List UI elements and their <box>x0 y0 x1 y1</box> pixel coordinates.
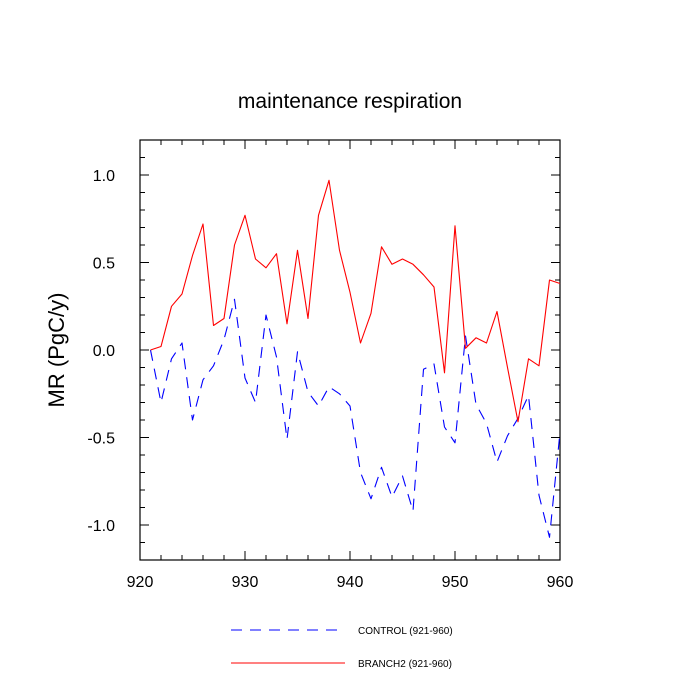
y-tick-label: 1.0 <box>93 168 115 185</box>
y-axis-label: MR (PgC/y) <box>44 293 69 408</box>
legend-label-control: CONTROL (921-960) <box>358 626 453 637</box>
series-line-control <box>149 298 561 538</box>
x-tick-label: 930 <box>232 574 259 591</box>
x-tick-label: 960 <box>547 574 574 591</box>
legend: CONTROL (921-960) BRANCH2 (921-960) <box>231 626 453 670</box>
chart-title: maintenance respiration <box>238 90 462 113</box>
y-tick-label: 0.5 <box>93 256 115 273</box>
x-tick-label: 950 <box>442 574 469 591</box>
plot-area: 920 930 940 950 960 -1.0 -0.5 0.0 0.5 1.0 <box>87 139 574 591</box>
y-tick-label: -0.5 <box>87 431 115 448</box>
series-line-branch2 <box>150 179 561 423</box>
y-tick-label: -1.0 <box>87 518 115 535</box>
legend-label-branch2: BRANCH2 (921-960) <box>358 659 452 670</box>
plot-frame <box>139 139 561 561</box>
x-tick-label: 920 <box>127 574 154 591</box>
y-tick-label: 0.0 <box>93 343 115 360</box>
x-tick-label: 940 <box>337 574 364 591</box>
